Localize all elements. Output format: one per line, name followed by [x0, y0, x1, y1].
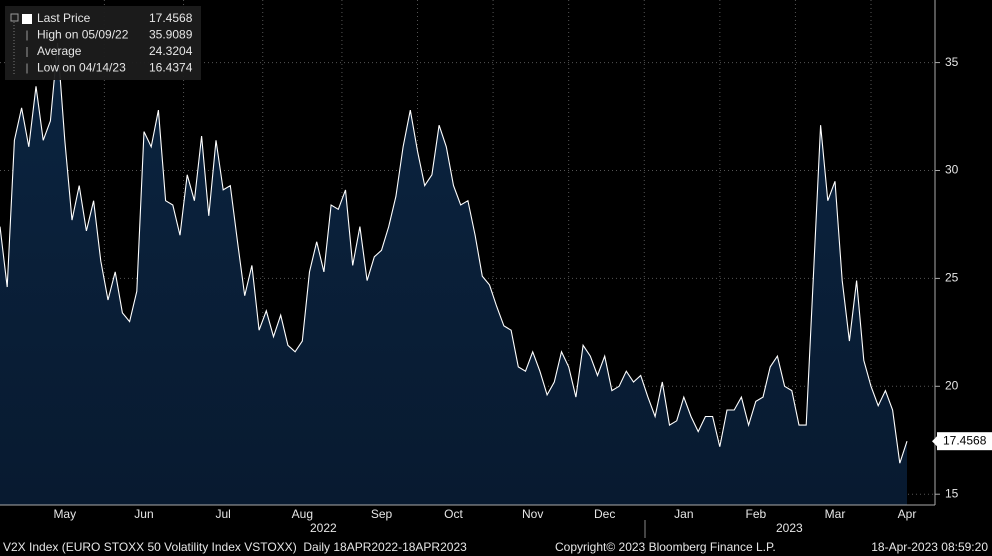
legend-label: Last Price — [37, 11, 91, 25]
legend-value: 16.4374 — [149, 61, 193, 75]
last-value-label: 17.4568 — [943, 433, 987, 447]
year-label: 2022 — [310, 521, 337, 535]
last-value-tag — [937, 432, 992, 451]
x-tick-label: Apr — [898, 507, 917, 521]
x-tick-label: Jan — [674, 507, 693, 521]
y-tick-label: 20 — [945, 378, 959, 392]
legend-toggle — [10, 13, 19, 22]
legend-value: 24.3204 — [149, 44, 193, 58]
x-tick-label: Sep — [371, 507, 393, 521]
footer-center: Copyright© 2023 Bloomberg Finance L.P. — [555, 540, 776, 554]
x-tick-label: Feb — [745, 507, 766, 521]
area — [0, 43, 907, 505]
y-tick-label: 25 — [945, 271, 959, 285]
footer-left: V2X Index (EURO STOXX 50 Volatility Inde… — [3, 540, 467, 554]
x-tick-label: Dec — [594, 507, 615, 521]
x-tick-label: Mar — [825, 507, 846, 521]
legend-value: 17.4568 — [149, 11, 193, 25]
y-tick-label: 35 — [945, 55, 959, 69]
footer-right: 18-Apr-2023 08:59:20 — [871, 540, 988, 554]
legend-label: Low on 04/14/23 — [37, 61, 126, 75]
x-tick-label: Nov — [522, 507, 543, 521]
line — [0, 42, 908, 464]
y-tick-label: 15 — [945, 486, 959, 500]
legend-label: High on 05/09/22 — [37, 28, 129, 42]
tag-arrow — [932, 435, 938, 448]
x-tick-label: Oct — [444, 507, 463, 521]
x-tick-label: Jun — [134, 507, 153, 521]
legend-label: Average — [37, 44, 82, 58]
x-tick-label: Jul — [215, 507, 230, 521]
year-label: 2023 — [776, 521, 803, 535]
y-tick-label: 30 — [945, 163, 959, 177]
legend-box — [5, 6, 201, 80]
legend-value: 35.9089 — [149, 28, 193, 42]
x-tick-label: May — [53, 507, 76, 521]
legend-swatch — [22, 14, 32, 24]
x-tick-label: Aug — [292, 507, 313, 521]
